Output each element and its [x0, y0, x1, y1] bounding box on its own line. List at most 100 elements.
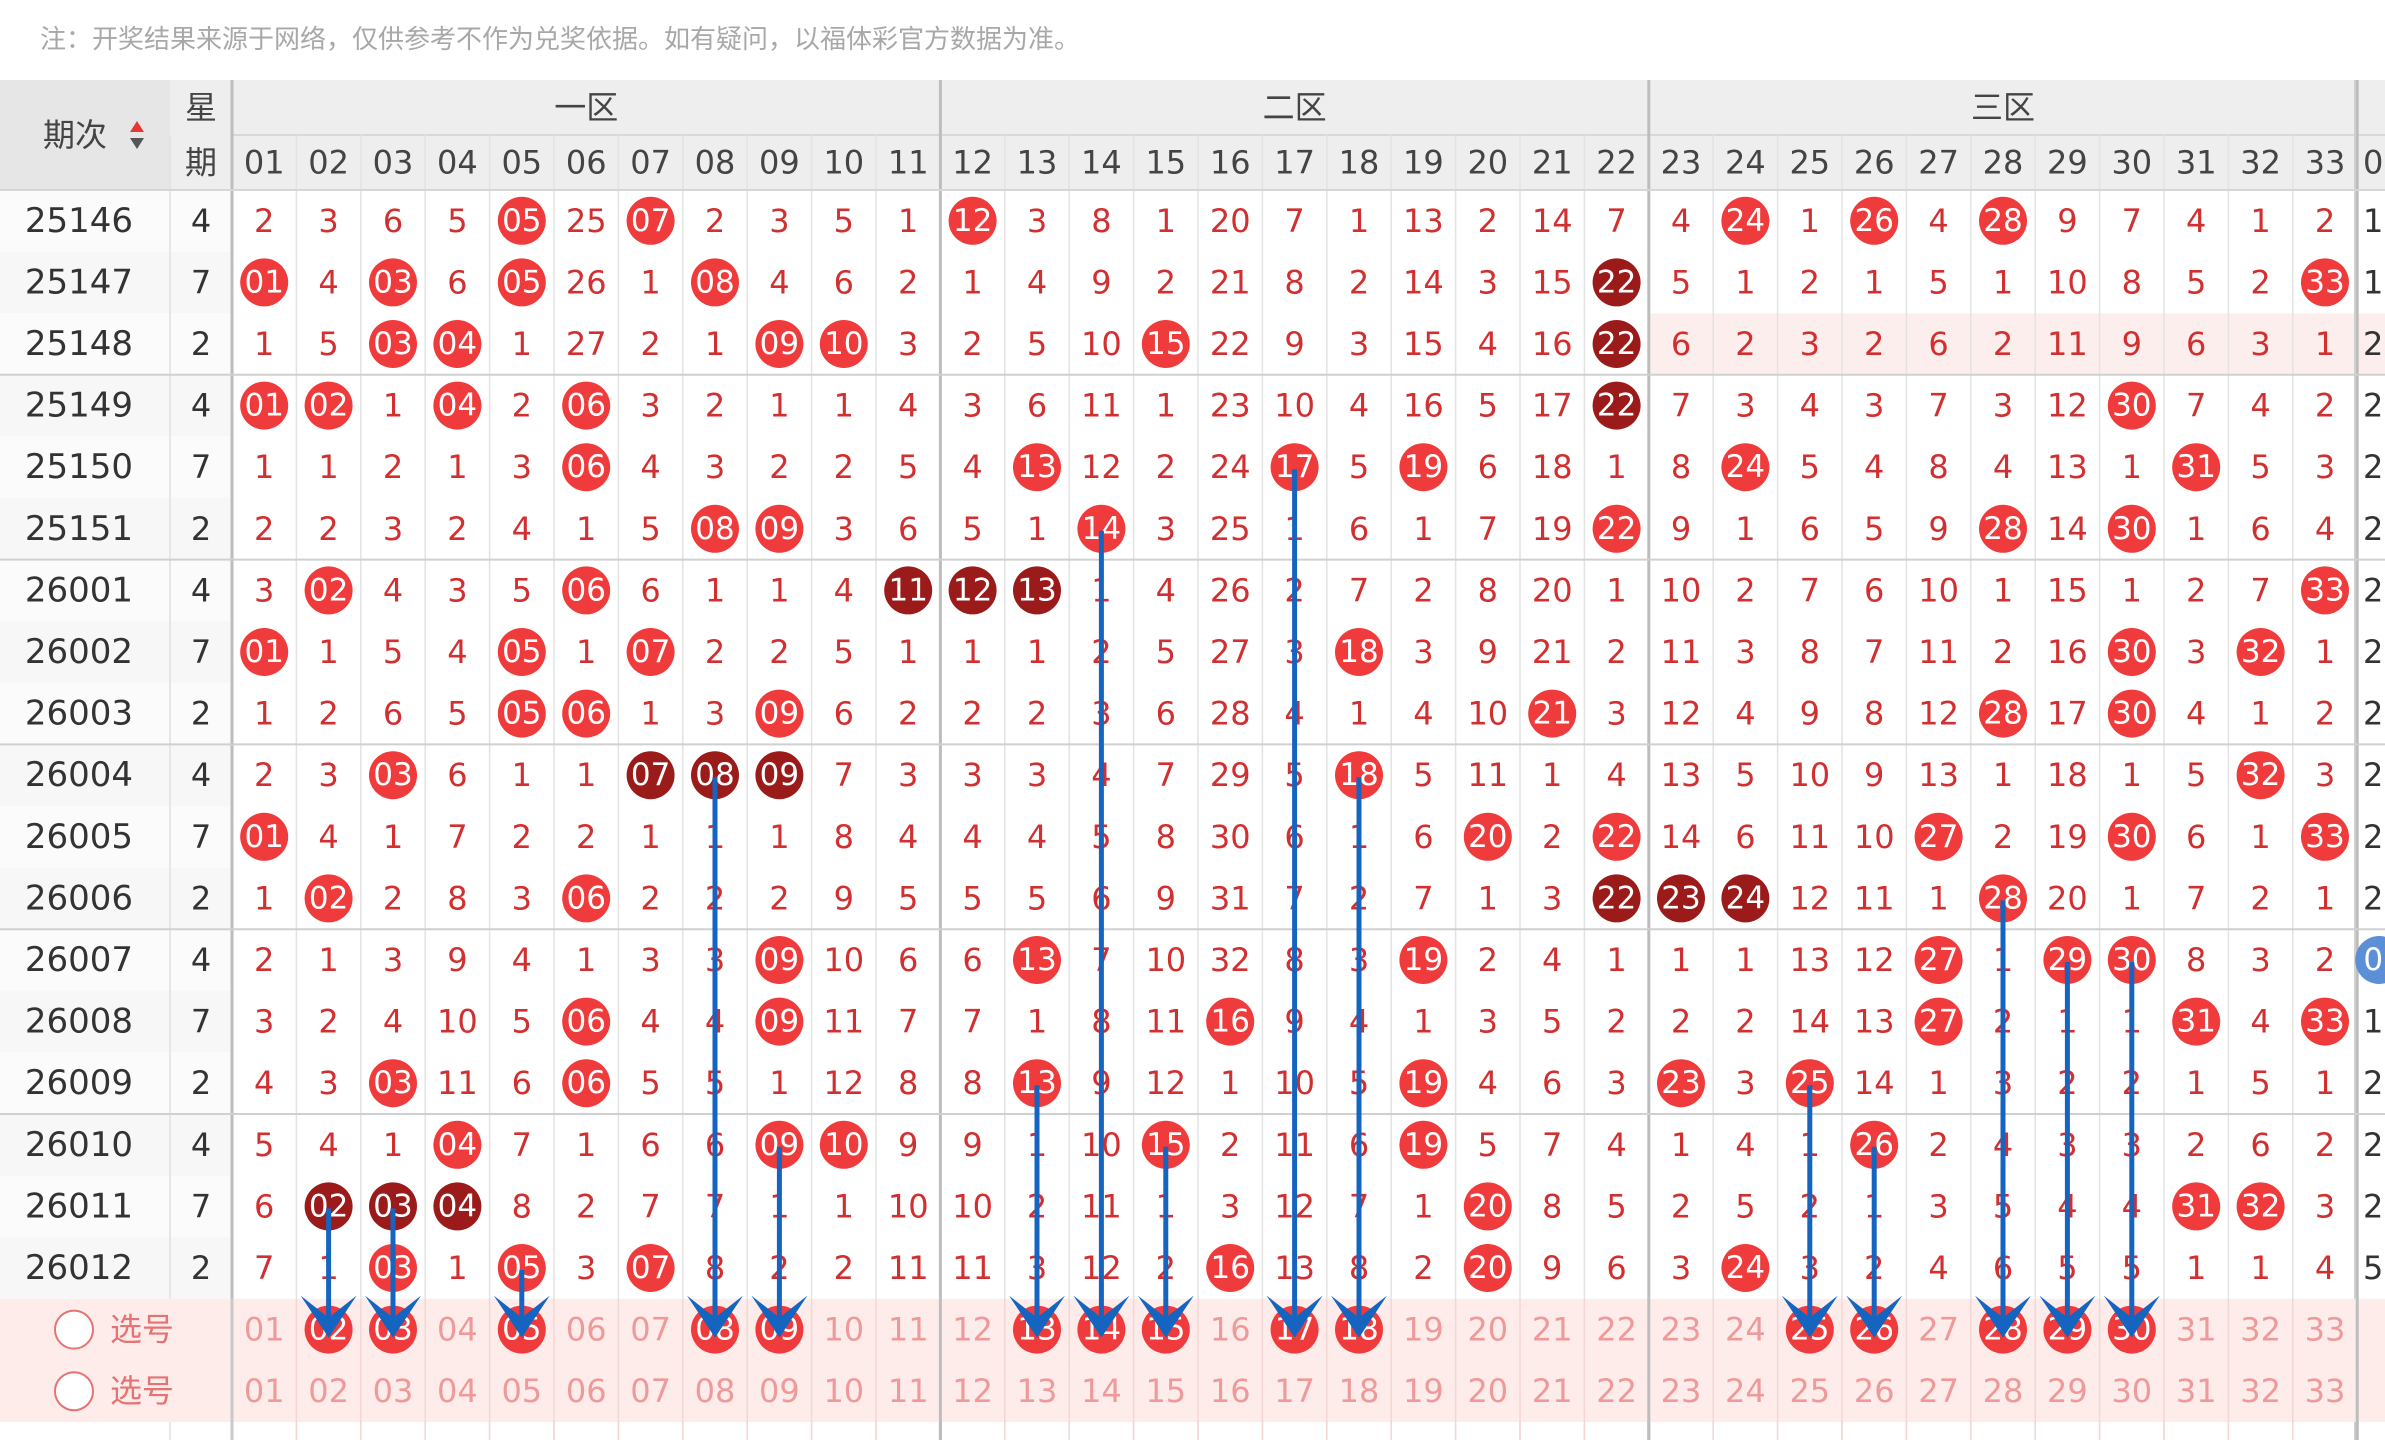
period-cell: 26005: [25, 817, 133, 857]
miss-count: 2: [1220, 1126, 1240, 1164]
select-radio[interactable]: [54, 1309, 94, 1350]
sort-down-icon[interactable]: [130, 138, 144, 149]
miss-count: 3: [1027, 202, 1047, 240]
select-number-33: 33: [2305, 1372, 2346, 1410]
miss-count: 4: [1800, 387, 1820, 425]
select-number-10: 10: [823, 1311, 864, 1349]
ball-number: 20: [1468, 1188, 1507, 1224]
miss-count: 1: [576, 1126, 596, 1164]
week-cell: 4: [191, 941, 211, 979]
ball-number: 33: [2305, 572, 2344, 608]
miss-count: 27: [1210, 633, 1251, 671]
ball-number: 07: [631, 203, 670, 239]
select-number-07: 07: [630, 1311, 671, 1349]
number-header-10: 10: [823, 144, 864, 182]
miss-count: 7: [1413, 879, 1433, 917]
miss-count: 7: [1606, 202, 1626, 240]
miss-count: 1: [769, 1064, 789, 1102]
miss-count: 12: [1081, 448, 1122, 486]
trend-arrow-head: [493, 1295, 550, 1338]
select-number-19: 19: [1403, 1311, 1444, 1349]
zone-header-1: 一区: [554, 89, 618, 127]
ball-number: 05: [502, 696, 541, 732]
trend-arrow-head: [1781, 1295, 1838, 1338]
miss-count: 6: [834, 263, 854, 301]
miss-count: 2: [512, 818, 532, 856]
miss-count: 6: [2250, 510, 2270, 548]
number-header-22: 22: [1596, 144, 1637, 182]
ball-number: 06: [566, 1004, 605, 1040]
miss-count: 2: [1413, 571, 1433, 609]
ball-number: 07: [631, 757, 670, 793]
miss-count: 2: [640, 325, 660, 363]
ball-32: [2236, 751, 2285, 800]
select-radio[interactable]: [54, 1371, 94, 1412]
number-header-08: 08: [695, 144, 736, 182]
miss-count: 10: [952, 1187, 993, 1225]
trend-arrow-head: [365, 1295, 421, 1338]
miss-count: 10: [1661, 571, 1702, 609]
row-label-bg: [0, 1052, 232, 1114]
select-number-22: 22: [1596, 1311, 1637, 1349]
miss-count: 5: [2186, 756, 2206, 794]
miss-count: 2: [254, 202, 274, 240]
miss-count: 4: [1027, 263, 1047, 301]
week-cell: 7: [191, 263, 211, 301]
miss-count: 2: [318, 510, 338, 548]
miss-count: 3: [2315, 756, 2335, 794]
period-cell: 25150: [25, 447, 133, 487]
miss-count: 19: [1532, 510, 1573, 548]
miss-count: 7: [2122, 202, 2142, 240]
miss-count: 4: [834, 571, 854, 609]
miss-count: 14: [2047, 510, 2088, 548]
row-label-bg: [0, 1237, 232, 1299]
miss-count: 1: [2250, 202, 2270, 240]
ball-06: [562, 997, 611, 1046]
sort-up-icon[interactable]: [130, 121, 144, 132]
ball-19: [1399, 936, 1448, 984]
ball-number: 11: [888, 572, 927, 608]
ball-number: 19: [1404, 942, 1443, 978]
miss-count: 6: [383, 202, 403, 240]
miss-count: 7: [2186, 387, 2206, 425]
ball-15: [1141, 320, 1190, 368]
miss-count: 1: [512, 325, 532, 363]
row-label-bg: [0, 990, 232, 1053]
ball-18: [1335, 628, 1383, 676]
miss-count: 24: [1210, 448, 1251, 486]
select-number-12: 12: [952, 1311, 993, 1349]
select-number-16: 16: [1210, 1311, 1251, 1349]
zone-header-2: 二区: [1263, 89, 1327, 127]
select-number-17: 17: [1274, 1372, 1315, 1410]
miss-count: 6: [640, 571, 660, 609]
ball-18: [1335, 751, 1383, 800]
miss-count: 1: [254, 448, 274, 486]
ball-09: [755, 751, 804, 800]
ball-30: [2107, 812, 2156, 861]
ball-32: [2236, 1182, 2285, 1231]
number-header-28: 28: [1983, 144, 2024, 182]
miss-count: 3: [1928, 1187, 1948, 1225]
select-number-27: 27: [1918, 1311, 1959, 1349]
miss-count: 5: [1864, 510, 1884, 548]
miss-count: 7: [834, 756, 854, 794]
number-header-25: 25: [1789, 144, 1830, 182]
miss-count: 1: [1735, 941, 1755, 979]
miss-count: 5: [1671, 263, 1691, 301]
number-header-33: 33: [2305, 144, 2346, 182]
miss-count: 1: [1156, 202, 1176, 240]
ball-14: [1077, 504, 1126, 553]
ball-number: 32: [2241, 1188, 2280, 1224]
miss-count: 9: [834, 879, 854, 917]
ball-number: 06: [566, 880, 605, 916]
miss-count: 1: [2363, 1003, 2383, 1041]
select-label: 选号: [110, 1311, 174, 1349]
select-number-11: 11: [888, 1372, 929, 1410]
miss-count: 8: [1928, 448, 1948, 486]
miss-count: 3: [1349, 325, 1369, 363]
ball-19: [1399, 443, 1448, 492]
select-number-29: 29: [2047, 1372, 2088, 1410]
miss-count: 11: [1789, 818, 1830, 856]
miss-count: 2: [254, 941, 274, 979]
miss-count: 4: [640, 448, 660, 486]
